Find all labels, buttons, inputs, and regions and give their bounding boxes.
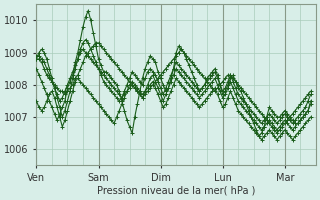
X-axis label: Pression niveau de la mer( hPa ): Pression niveau de la mer( hPa ) [97,186,255,196]
